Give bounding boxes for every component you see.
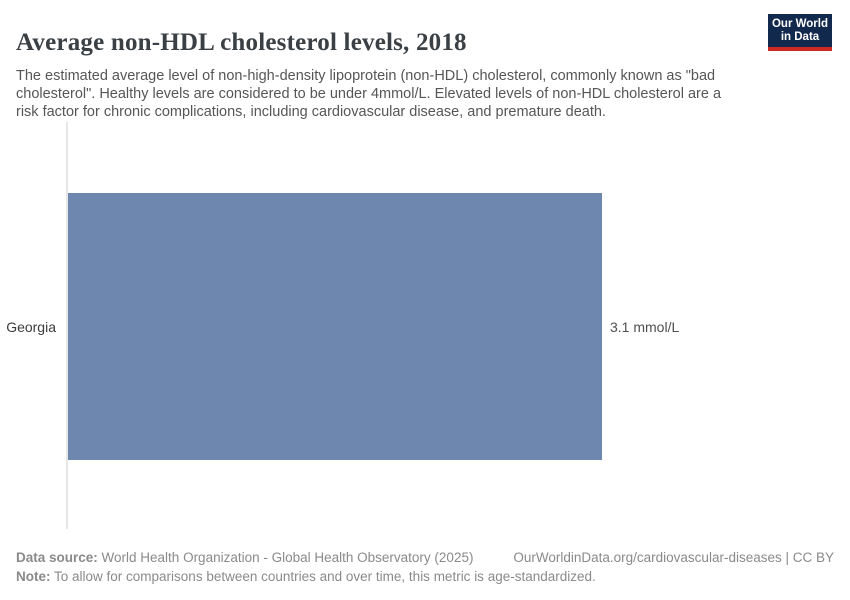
- chart-title: Average non-HDL cholesterol levels, 2018: [16, 28, 467, 56]
- y-axis-line: [66, 122, 68, 529]
- attribution-link[interactable]: OurWorldinData.org/cardiovascular-diseas…: [513, 550, 834, 565]
- chart-footer: Data source: World Health Organization -…: [16, 548, 834, 586]
- footer-line-1: Data source: World Health Organization -…: [16, 548, 834, 567]
- owid-logo-line2: in Data: [780, 31, 820, 43]
- bar-row: Georgia 3.1 mmol/L: [0, 193, 850, 460]
- category-label-georgia: Georgia: [6, 318, 56, 335]
- owid-logo-line1: Our World: [771, 18, 828, 30]
- bar-georgia[interactable]: [68, 193, 602, 460]
- data-source-label: Data source:: [16, 550, 98, 565]
- footer-note: Note: To allow for comparisons between c…: [16, 567, 834, 586]
- data-source: Data source: World Health Organization -…: [16, 548, 473, 567]
- bar-value-label: 3.1 mmol/L: [610, 318, 680, 335]
- bar-chart: Georgia 3.1 mmol/L: [0, 122, 850, 529]
- note-label: Note:: [16, 569, 51, 584]
- note-text: To allow for comparisons between countri…: [50, 569, 596, 584]
- bar-track: [68, 193, 602, 460]
- chart-subtitle: The estimated average level of non-high-…: [16, 67, 722, 120]
- owid-logo[interactable]: Our World in Data: [768, 14, 832, 51]
- data-source-text: World Health Organization - Global Healt…: [97, 550, 474, 565]
